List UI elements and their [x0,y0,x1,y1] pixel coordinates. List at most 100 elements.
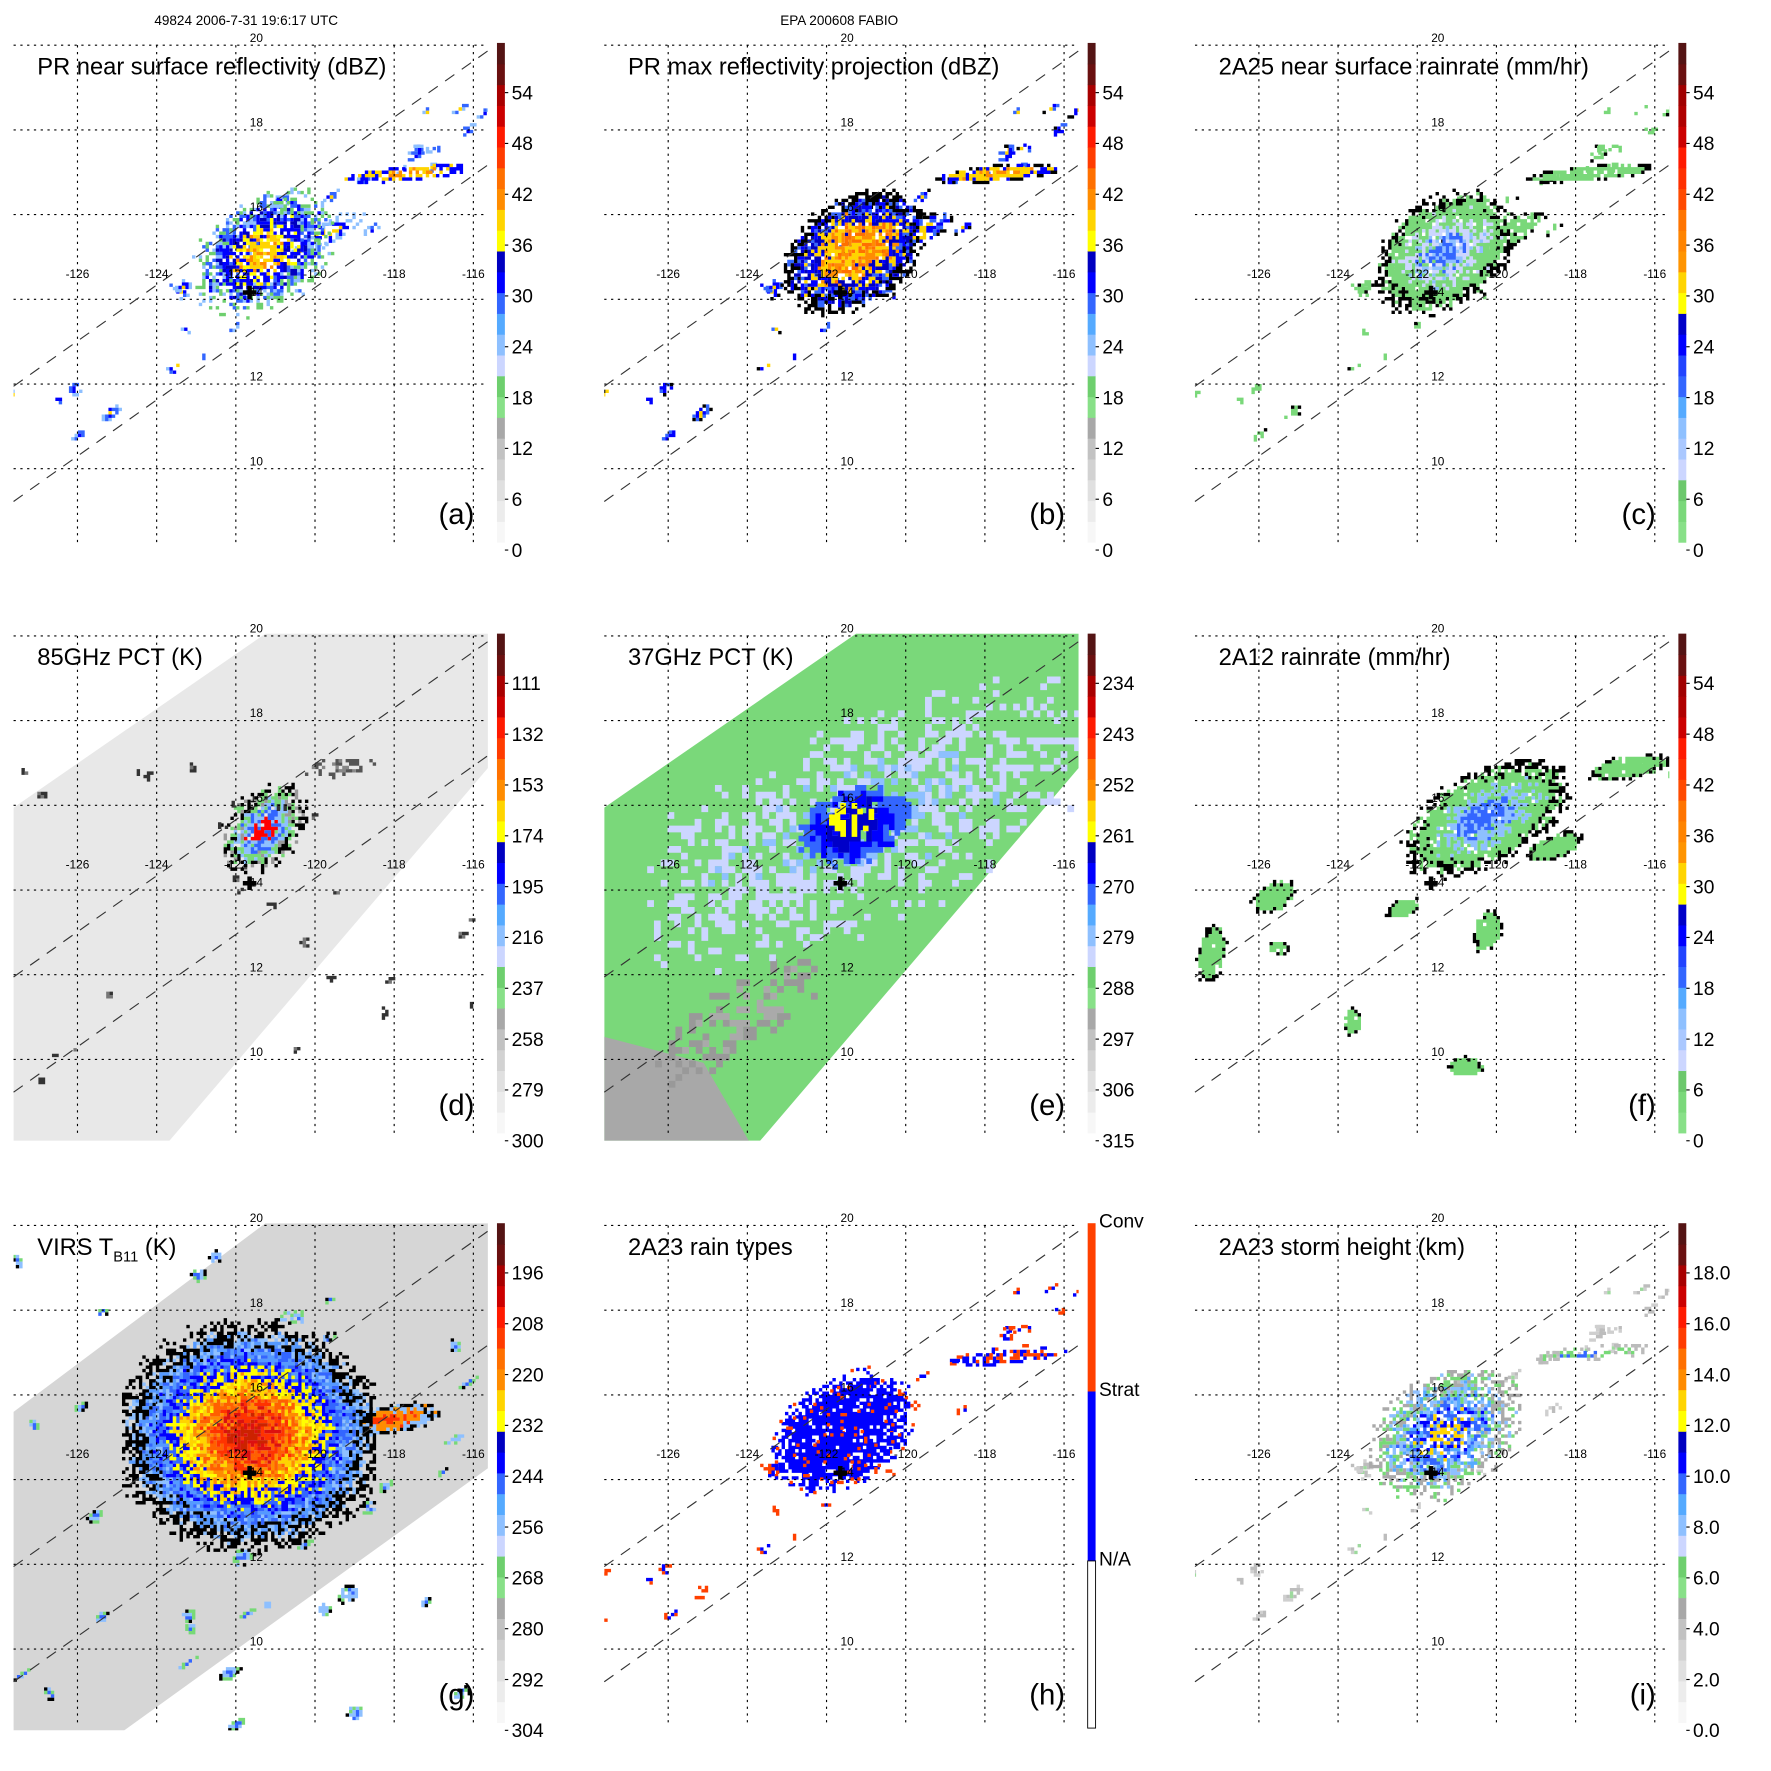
colorbar-band [1678,1306,1687,1328]
longitude-label: -116 [462,858,485,872]
swath-edge-line [13,1230,489,1568]
colorbar-band [1678,1368,1687,1391]
colorbar-label: 0.0 [1693,1721,1720,1742]
latitude-label: 16 [1431,1381,1445,1395]
colorbar-label: 174 [512,827,544,848]
colorbar-band [1087,126,1096,148]
precip-cell [1290,405,1302,416]
precip-field [1269,941,1290,956]
colorbar: 304 292 280 268 256 244 232 220 208 196 [496,1223,544,1742]
swath-edges [1194,641,1670,1093]
cloud-cell [365,1501,377,1512]
latitude-label: 14 [250,285,264,299]
precip-cell [999,1327,1017,1341]
precip-field [345,1403,438,1435]
cloud-cell [81,1401,89,1412]
longitude-label: -122 [815,858,839,872]
longitude-label: -124 [736,267,760,281]
colorbar-band [496,945,505,968]
cloud-cell [16,1671,28,1679]
longitude-label: -116 [1643,858,1666,872]
precip-cell [760,283,764,287]
colorbar-label: 36 [1693,827,1714,848]
colorbar-band [496,966,505,988]
cloud-cell [441,1470,446,1474]
precip-cell [821,1503,832,1507]
cloud-cell [228,1724,242,1729]
cloud-cell [382,1486,387,1490]
colorbar-label: 48 [1693,134,1714,155]
precip-cell [577,404,580,407]
longitude-label: -118 [1564,267,1587,281]
colorbar-band [1678,883,1687,905]
colorbar-label: 280 [512,1619,544,1640]
colorbar: 0.0 2.0 4.0 6.0 8.0 10.0 12.0 14.0 16.0 18.0 [1678,1223,1730,1742]
colorbar-label: 2.0 [1693,1670,1720,1691]
latitude-label: 14 [1431,285,1445,299]
cross-bar [1428,1466,1434,1480]
colorbar-band [496,313,505,335]
latitude-label: 14 [841,876,855,890]
latitude-label: 20 [841,31,855,45]
colorbar-band [1087,945,1096,968]
precip-cell [1023,143,1027,147]
colorbar-band [496,987,505,1009]
latitude-label: 12 [1431,960,1444,974]
colorbar-label: 18 [1693,979,1714,1000]
colorbar-na-segment [1087,1560,1097,1729]
panel-b: -126 -124 -122 -120 -118 -116 20 18 16 14 12 10 PR m… [577,31,1124,562]
cloud-cell [199,1269,204,1280]
precip-cell [1252,1610,1263,1621]
precip-cell [1347,367,1351,371]
precip-cell [180,327,191,335]
longitude-label: -120 [894,267,918,281]
cloud-cell [457,1685,471,1696]
colorbar-band [1087,167,1096,190]
colorbar-band [496,1264,505,1287]
precip-cell [294,289,305,296]
colorbar-band [1678,1597,1687,1619]
swath-edge-line [1194,755,1670,1093]
cloud-cell [15,1258,20,1262]
cold-spot [469,1001,474,1009]
panel-h: -126 -124 -122 -120 -118 -116 20 18 16 14 12 10 2A23… [577,1211,1144,1729]
cloud-cell [96,1611,107,1619]
precip-field [1198,927,1226,979]
colorbar-label: 6 [512,490,523,511]
precip-cell [919,1374,927,1378]
precip-cell [1013,1287,1020,1295]
colorbar-band [1087,1008,1096,1030]
cloud-cell [447,1434,465,1445]
title-text: 37GHz PCT (K) [628,645,794,671]
colorbar-band [496,1556,505,1578]
precip-cell [1414,1502,1421,1513]
colorbar-band [1087,209,1096,231]
colorbar-band [496,1368,505,1391]
colorbar-band [496,500,505,522]
panel-title: PR max reflectivity projection (dBZ) [628,55,999,81]
colorbar-band [496,271,505,294]
precip-cell [1067,115,1075,119]
colorbar-label: 243 [1102,725,1134,746]
colorbar-band [1678,1618,1687,1640]
data-layer [1194,1284,1670,1621]
colorbar-band [1087,521,1096,543]
colorbar-band [496,1680,505,1703]
precip-cell [1194,1569,1197,1574]
precip-cell [577,1585,584,1592]
precip-cell [1027,145,1032,150]
title-text: PR near surface reflectivity (dBZ) [37,55,386,81]
precip-field [1450,1058,1485,1076]
colorbar-band [496,521,505,543]
precip-cell [920,195,924,199]
longitude-label: -124 [736,1447,760,1461]
precip-cell [766,363,771,368]
cold-spot [333,891,337,895]
colorbar-band [496,396,505,418]
cold-spot [299,937,310,948]
colorbar-band [1678,1472,1687,1495]
precip-cell [819,328,824,333]
precip-cell [9,442,12,445]
colorbar-label: 288 [1102,979,1134,1000]
longitude-label: -122 [224,267,248,281]
